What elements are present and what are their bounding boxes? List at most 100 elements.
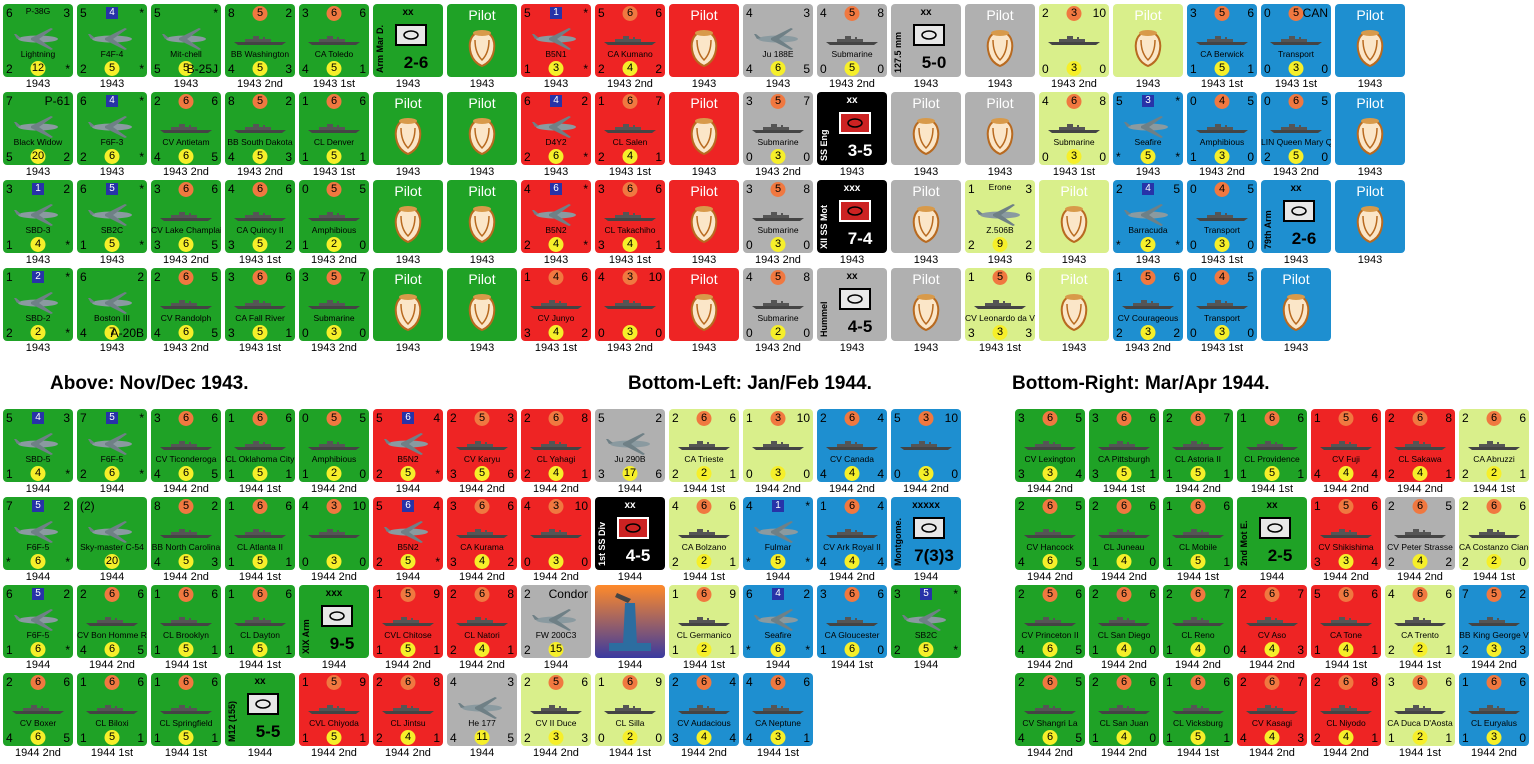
unit-counter[interactable]: 1st SS Div xx 4-5 — [595, 497, 665, 570]
unit-counter[interactable] — [595, 585, 665, 658]
unit-counter[interactable]: 1 6 6 CL Euryalus 1 3 0 — [1459, 673, 1529, 746]
unit-counter[interactable]: 3 6 6 CA Gloucester 1 6 0 — [817, 585, 887, 658]
unit-counter[interactable]: Pilot — [1261, 268, 1331, 341]
unit-counter[interactable]: 1 4 6 CV Junyo 3 4 2 — [521, 268, 591, 341]
unit-counter[interactable]: 3 6 6 CV Lake Champlain 3 6 5 — [151, 180, 221, 253]
unit-counter[interactable]: 4 6 6 CA Quincy II 3 5 2 — [225, 180, 295, 253]
unit-counter[interactable]: 1 6 9 CL Germanico 1 2 1 — [669, 585, 739, 658]
unit-counter[interactable]: 4 6 8 Submarine 0 3 0 — [1039, 92, 1109, 165]
unit-counter[interactable]: 4 6 * B5N2 2 4 * — [521, 180, 591, 253]
unit-counter[interactable]: 2 6 6 CA Costanzo Ciano 2 2 0 — [1459, 497, 1529, 570]
unit-counter[interactable]: Arm Mar D. xx 2-6 — [373, 4, 443, 77]
unit-counter[interactable]: Pilot — [1113, 4, 1183, 77]
unit-counter[interactable]: 2 6 4 CV Canada 4 4 4 — [817, 409, 887, 482]
unit-counter[interactable]: 4 1 * Fulmar * 5 * — [743, 497, 813, 570]
unit-counter[interactable]: 3 5 * SB2C 2 5 * — [891, 585, 961, 658]
unit-counter[interactable]: Pilot — [447, 268, 517, 341]
unit-counter[interactable]: Pilot — [373, 180, 443, 253]
unit-counter[interactable]: 1 Erone 3 Z.506B 2 9 2 — [965, 180, 1035, 253]
unit-counter[interactable]: 0 6 5 LIN Queen Mary Queen Elizabeth 2 5 0 — [1261, 92, 1331, 165]
unit-counter[interactable]: 5 3 * Seafire * 5 * — [1113, 92, 1183, 165]
unit-counter[interactable]: 2nd Mot E. xx 2-5 — [1237, 497, 1307, 570]
unit-counter[interactable]: 2 6 7 CL Astoria II 1 5 1 — [1163, 409, 1233, 482]
unit-counter[interactable]: 2 6 6 CV Boxer 4 6 5 — [3, 673, 73, 746]
unit-counter[interactable]: 5 * Mit-chell 5 5 B-25J — [151, 4, 221, 77]
unit-counter[interactable]: 5 4 3 SBD-5 1 4 * — [3, 409, 73, 482]
unit-counter[interactable]: 6 4 * F6F-3 2 6 * — [77, 92, 147, 165]
unit-counter[interactable]: Pilot — [669, 268, 739, 341]
unit-counter[interactable]: 2 6 6 CL San Juan 1 4 0 — [1089, 673, 1159, 746]
unit-counter[interactable]: 3 1 2 SBD-3 1 4 * — [3, 180, 73, 253]
unit-counter[interactable]: 1 6 4 CV Ark Royal II 4 4 4 — [817, 497, 887, 570]
unit-counter[interactable]: Pilot — [891, 268, 961, 341]
unit-counter[interactable]: 4 5 8 Submarine 0 5 0 — [817, 4, 887, 77]
unit-counter[interactable]: 3 5 7 Submarine 0 3 0 — [743, 92, 813, 165]
unit-counter[interactable]: (2) Sky-master C-54 20 — [77, 497, 147, 570]
unit-counter[interactable]: Pilot — [965, 92, 1035, 165]
unit-counter[interactable]: 4 3 10 0 3 0 — [299, 497, 369, 570]
unit-counter[interactable]: 6 P-38G 3 Lightning 2 12 * — [3, 4, 73, 77]
unit-counter[interactable]: 4 6 6 CA Bolzano 2 2 1 — [669, 497, 739, 570]
unit-counter[interactable]: 3 6 6 CA Fall River 3 5 1 — [225, 268, 295, 341]
unit-counter[interactable]: Pilot — [891, 92, 961, 165]
unit-counter[interactable]: 1 3 10 0 3 0 — [743, 409, 813, 482]
unit-counter[interactable]: 4 6 6 CA Trento 2 2 1 — [1385, 585, 1455, 658]
unit-counter[interactable]: 3 6 5 CV Lexington 3 3 4 — [1015, 409, 1085, 482]
unit-counter[interactable]: Pilot — [1335, 180, 1405, 253]
unit-counter[interactable]: 4 5 8 Submarine 0 2 0 — [743, 268, 813, 341]
unit-counter[interactable]: 6 4 2 Seafire * 6 * — [743, 585, 813, 658]
unit-counter[interactable]: 0 5 5 Amphibious 1 2 0 — [299, 180, 369, 253]
unit-counter[interactable]: 0 4 5 Transport 0 3 0 — [1187, 180, 1257, 253]
unit-counter[interactable]: 1 5 9 CVL Chitose 1 5 1 — [373, 585, 443, 658]
unit-counter[interactable]: 2 5 6 CV II Duce 2 3 3 — [521, 673, 591, 746]
unit-counter[interactable]: 5 4 * F4F-4 2 5 * — [77, 4, 147, 77]
unit-counter[interactable]: 2 5 6 CV Princeton II 4 6 5 — [1015, 585, 1085, 658]
unit-counter[interactable]: 1 6 6 CL Atlanta II 1 5 1 — [225, 497, 295, 570]
unit-counter[interactable]: Pilot — [447, 180, 517, 253]
unit-counter[interactable]: 6 4 2 D4Y2 2 6 * — [521, 92, 591, 165]
unit-counter[interactable]: Pilot — [891, 180, 961, 253]
unit-counter[interactable]: 1 6 6 CL Springfield 1 5 1 — [151, 673, 221, 746]
unit-counter[interactable]: 1 6 6 CL Oklahoma City 1 5 1 — [225, 409, 295, 482]
unit-counter[interactable]: 79th Arm xx 2-6 — [1261, 180, 1331, 253]
unit-counter[interactable]: M12 (155) xx 5-5 — [225, 673, 295, 746]
unit-counter[interactable]: 4 3 He 177 4 11 5 — [447, 673, 517, 746]
unit-counter[interactable]: 2 6 6 CL Juneau 1 4 0 — [1089, 497, 1159, 570]
unit-counter[interactable]: 0 5 CAN Transport 0 3 0 — [1261, 4, 1331, 77]
unit-counter[interactable]: Montgome. xxxxx 7(3)3 — [891, 497, 961, 570]
unit-counter[interactable]: 3 6 6 CA Duca D'Aosta 1 2 1 — [1385, 673, 1455, 746]
unit-counter[interactable]: 7 P-61 Black Widow 5 20 2 — [3, 92, 73, 165]
unit-counter[interactable]: 1 5 9 CVL Chiyoda 1 5 1 — [299, 673, 369, 746]
unit-counter[interactable]: 5 6 4 B5N2 2 5 * — [373, 409, 443, 482]
unit-counter[interactable]: 1 6 6 CL Providence 1 5 1 — [1237, 409, 1307, 482]
unit-counter[interactable]: 1 6 6 CL Mobile 1 5 1 — [1163, 497, 1233, 570]
unit-counter[interactable]: 3 6 6 CL Takachiho 3 4 1 — [595, 180, 665, 253]
unit-counter[interactable]: SS Eng xx 3-5 — [817, 92, 887, 165]
unit-counter[interactable]: 2 6 7 CV Kasagi 4 4 3 — [1237, 673, 1307, 746]
unit-counter[interactable]: 1 6 6 CL Biloxi 1 5 1 — [77, 673, 147, 746]
unit-counter[interactable]: 127.5 mm xx 5-0 — [891, 4, 961, 77]
unit-counter[interactable]: 6 5 2 F6F-5 1 6 * — [3, 585, 73, 658]
unit-counter[interactable]: 2 6 7 CV Aso 4 4 3 — [1237, 585, 1307, 658]
unit-counter[interactable]: 1 6 9 CL Silla 0 2 0 — [595, 673, 665, 746]
unit-counter[interactable]: 2 6 5 CV Hancock 4 6 5 — [1015, 497, 1085, 570]
unit-counter[interactable]: 7 5 2 BB King George V 2 3 3 — [1459, 585, 1529, 658]
unit-counter[interactable]: 2 6 6 CL San Diego 1 4 0 — [1089, 585, 1159, 658]
unit-counter[interactable]: 2 6 6 CA Trieste 2 2 1 — [669, 409, 739, 482]
unit-counter[interactable]: 6 5 * SB2C 1 5 * — [77, 180, 147, 253]
unit-counter[interactable]: 3 5 8 Submarine 0 3 0 — [743, 180, 813, 253]
unit-counter[interactable]: 8 5 2 BB North Carolina 4 5 3 — [151, 497, 221, 570]
unit-counter[interactable]: 0 5 5 Amphibious 1 2 0 — [299, 409, 369, 482]
unit-counter[interactable]: 2 6 8 CL Natori 2 4 1 — [447, 585, 517, 658]
unit-counter[interactable]: 2 4 5 Barracuda * 2 * — [1113, 180, 1183, 253]
unit-counter[interactable]: 3 6 6 CA Toledo 4 5 1 — [299, 4, 369, 77]
unit-counter[interactable]: 2 Condor FW 200C3 2 15 — [521, 585, 591, 658]
unit-counter[interactable]: Pilot — [1335, 92, 1405, 165]
unit-counter[interactable]: Pilot — [1039, 268, 1109, 341]
unit-counter[interactable]: Pilot — [965, 4, 1035, 77]
unit-counter[interactable]: 2 6 5 CV Shangri La 4 6 5 — [1015, 673, 1085, 746]
unit-counter[interactable]: Pilot — [447, 4, 517, 77]
unit-counter[interactable]: 2 3 10 0 3 0 — [1039, 4, 1109, 77]
unit-counter[interactable]: XIX Arm xxx 9-5 — [299, 585, 369, 658]
unit-counter[interactable]: 8 5 2 BB Washington 4 5 3 — [225, 4, 295, 77]
